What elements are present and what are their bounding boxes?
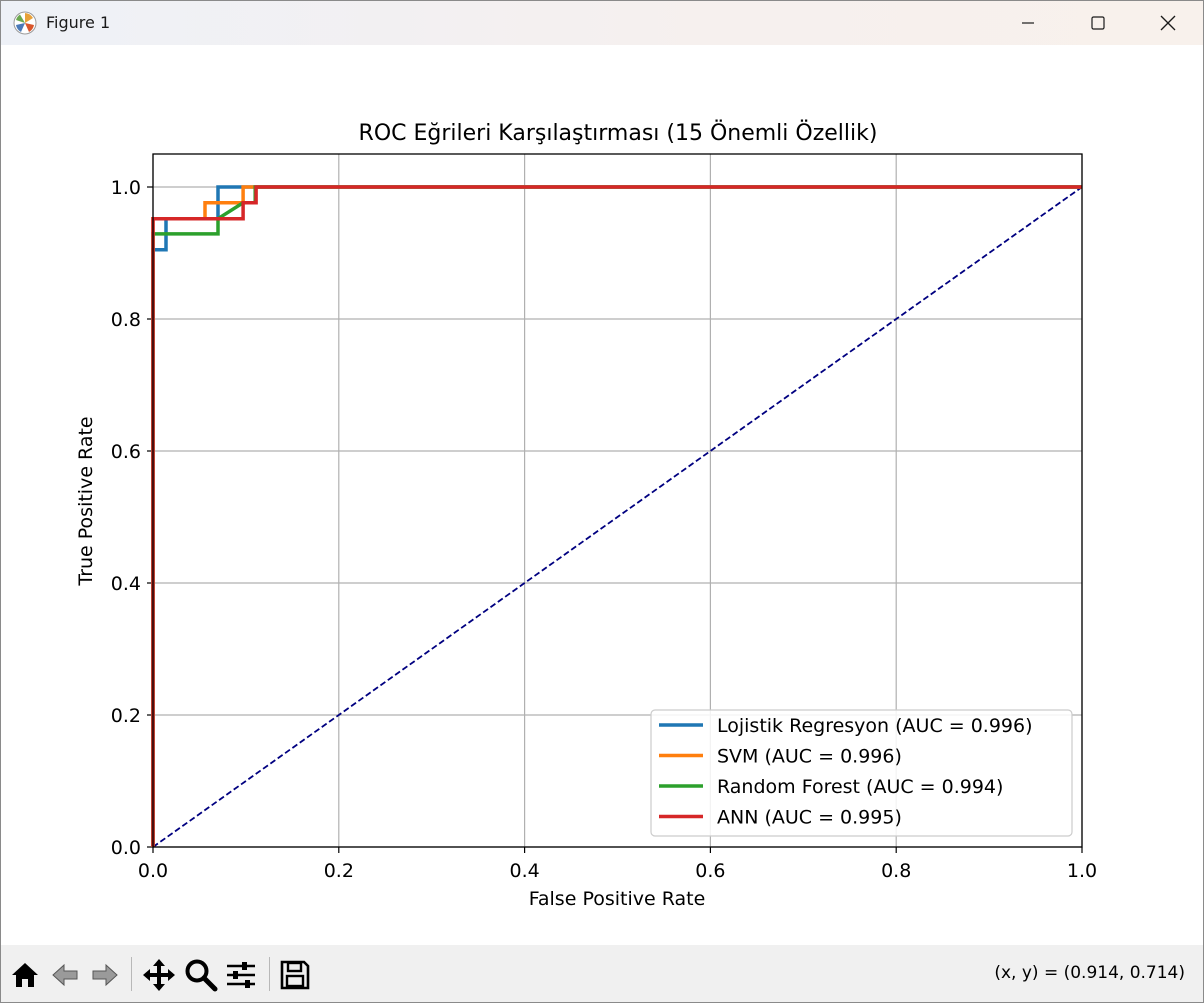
forward-arrow-icon (92, 963, 118, 987)
y-tick-label: 1.0 (111, 177, 141, 199)
x-tick-label: 1.0 (1067, 860, 1097, 882)
maximize-button[interactable] (1063, 1, 1133, 45)
home-icon (12, 963, 38, 987)
minimize-icon (1022, 22, 1034, 24)
close-button[interactable] (1133, 1, 1203, 45)
configure-subplots-icon (227, 962, 255, 988)
zoom-button[interactable] (183, 957, 219, 993)
close-icon (1160, 15, 1176, 31)
window-title: Figure 1 (46, 13, 111, 32)
x-tick-label: 0.6 (695, 860, 725, 882)
save-button[interactable] (277, 957, 313, 993)
matplotlib-logo-icon (13, 11, 37, 35)
x-axis-label: False Positive Rate (529, 888, 706, 910)
home-button[interactable] (7, 957, 43, 993)
legend-entry: Lojistik Regresyon (AUC = 0.996) (717, 715, 1033, 737)
chart-title: ROC Eğrileri Karşılaştırması (15 Önemli … (359, 120, 878, 146)
axes-frame (152, 153, 1083, 848)
toolbar-separator (269, 957, 270, 991)
toolbar-separator (131, 957, 132, 991)
navigation-toolbar: (x, y) = (0.914, 0.714) (1, 945, 1203, 1002)
pan-button[interactable] (141, 957, 177, 993)
legend-entry: ANN (AUC = 0.995) (717, 807, 902, 829)
y-tick-label: 0.4 (111, 573, 141, 595)
legend: Lojistik Regresyon (AUC = 0.996) SVM (AUC… (650, 709, 1073, 837)
zoom-icon (185, 959, 218, 992)
y-tick-label: 0.2 (111, 705, 141, 727)
roc-chart: ROC Eğrileri Karşılaştırması (15 Önemli … (75, 120, 1097, 910)
pan-icon (143, 959, 175, 991)
back-arrow-icon (52, 963, 78, 987)
legend-entry: Random Forest (AUC = 0.994) (717, 776, 1003, 798)
save-icon (280, 960, 310, 990)
x-tick-label: 0.8 (881, 860, 911, 882)
y-tick-label: 0.6 (111, 441, 141, 463)
configure-subplots-button[interactable] (223, 957, 259, 993)
y-tick-label: 0.0 (111, 837, 141, 859)
figure-canvas[interactable]: ROC Eğrileri Karşılaştırması (15 Önemli … (1, 45, 1203, 945)
forward-button[interactable] (87, 957, 123, 993)
maximize-icon (1091, 16, 1105, 30)
x-tick-label: 0.0 (138, 860, 168, 882)
cursor-coordinates: (x, y) = (0.914, 0.714) (994, 963, 1185, 983)
x-tick-label: 0.4 (509, 860, 539, 882)
legend-entry: SVM (AUC = 0.996) (717, 746, 902, 768)
legend-frame (650, 709, 1073, 837)
back-button[interactable] (47, 957, 83, 993)
y-tick-label: 0.8 (111, 309, 141, 331)
minimize-button[interactable] (993, 1, 1063, 45)
title-bar[interactable]: Figure 1 (1, 1, 1203, 45)
reference-diagonal-line (152, 186, 1083, 848)
x-tick-label: 0.2 (324, 860, 354, 882)
y-axis-label: True Positive Rate (75, 416, 97, 586)
